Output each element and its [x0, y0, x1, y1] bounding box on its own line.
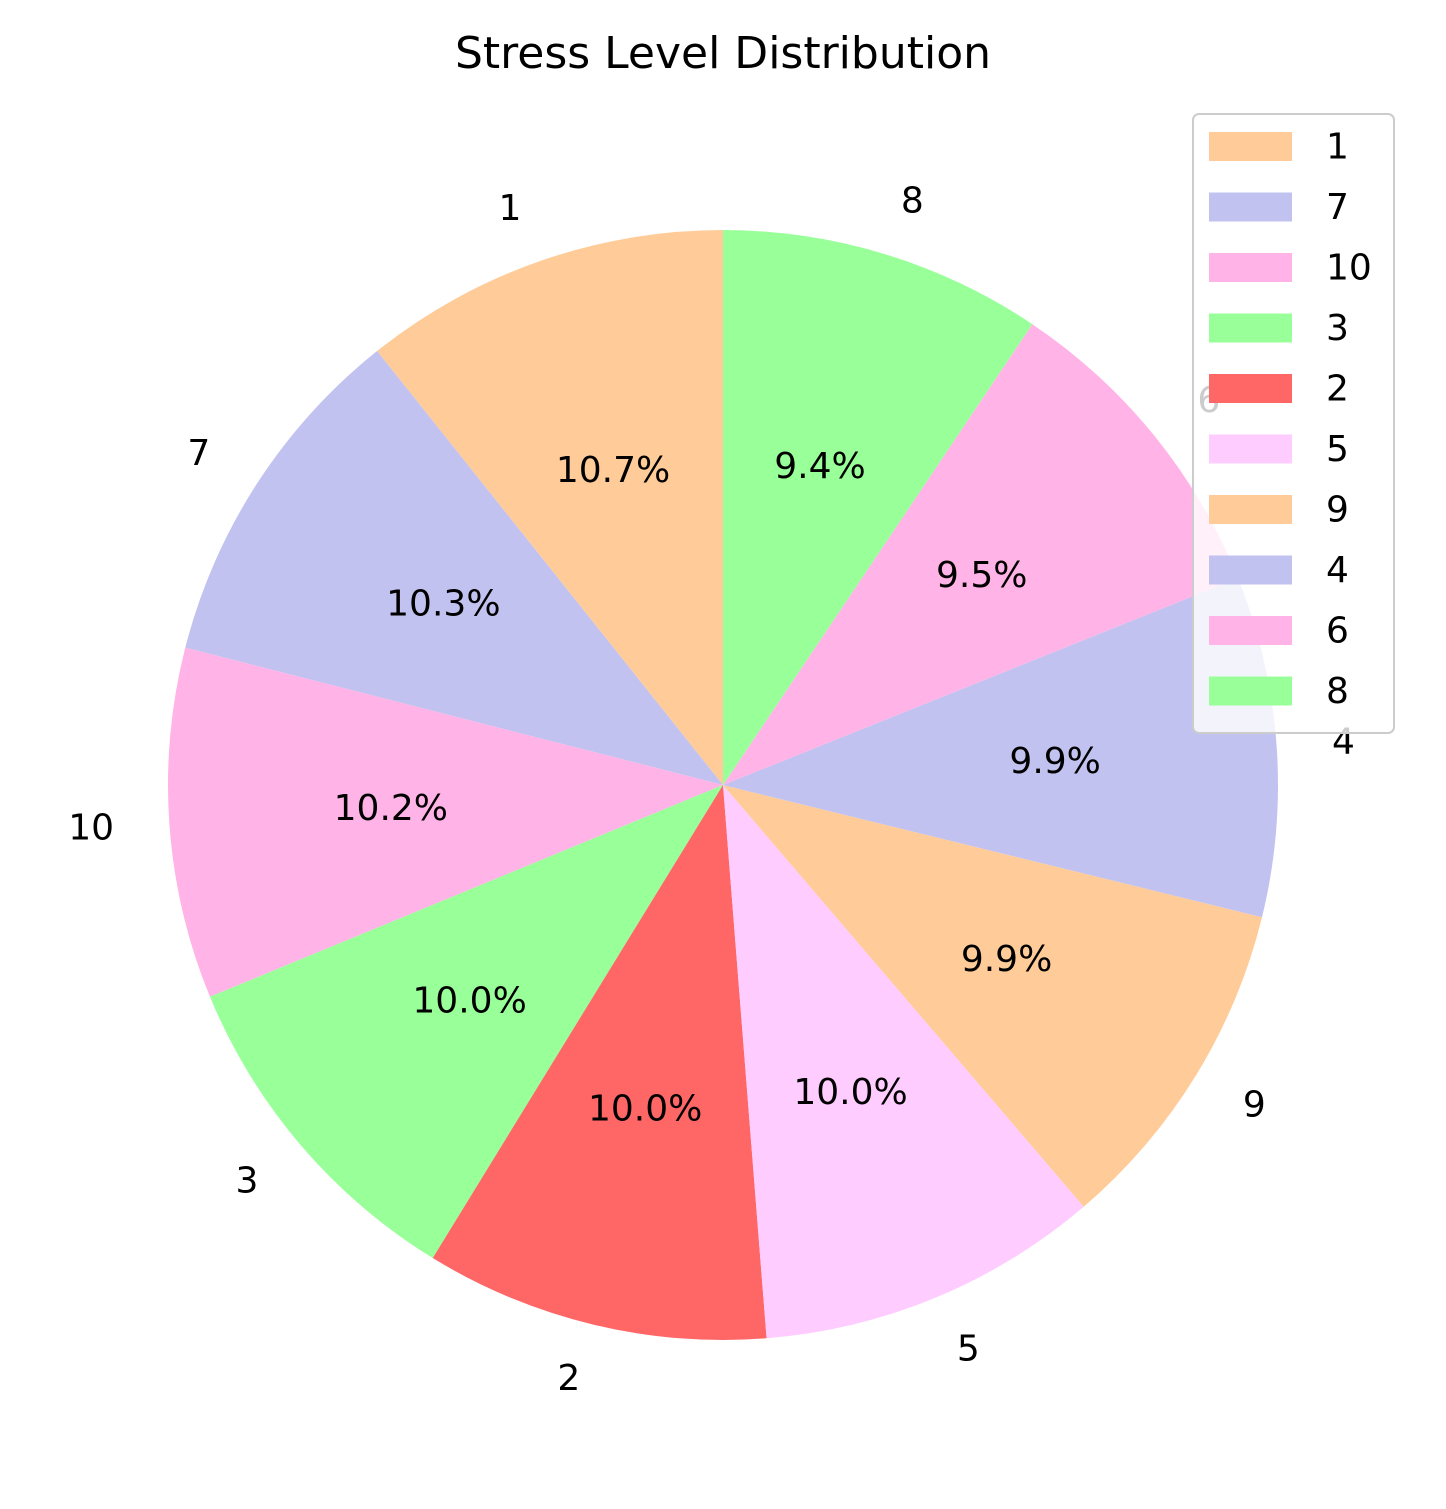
legend-swatch-7: [1209, 192, 1292, 222]
pie-slice-10: [168, 647, 724, 997]
legend-swatch-9: [1209, 495, 1292, 524]
pie-slice-8: [723, 230, 1033, 785]
slice-label-8: 8: [901, 180, 924, 221]
legend-label-6: 6: [1326, 611, 1349, 652]
legend-label-4: 4: [1326, 550, 1349, 591]
legend-swatch-1: [1209, 132, 1292, 161]
legend-label-1: 1: [1326, 127, 1349, 168]
pie-slice-4: [723, 578, 1278, 918]
legend-label-2: 2: [1326, 369, 1349, 410]
slice-label-3: 3: [236, 1161, 259, 1202]
slice-percent-2: 10.0%: [588, 1088, 702, 1129]
pie-slice-1: [377, 230, 723, 785]
chart-title: Stress Level Distribution: [455, 28, 991, 79]
slice-label-5: 5: [957, 1328, 980, 1369]
pie-slice-5: [723, 785, 1084, 1339]
pie-slice-3: [209, 785, 723, 1259]
legend-swatch-5: [1209, 434, 1292, 464]
slice-percent-7: 10.3%: [386, 584, 500, 625]
slice-percent-1: 10.7%: [556, 450, 670, 491]
slice-percent-labels: 10.7% 10.3% 10.2% 10.0% 10.0% 10.0% 9.9% 9.9% 9.…: [334, 446, 1101, 1129]
slice-percent-6: 9.5%: [936, 555, 1027, 596]
legend-label-9: 9: [1326, 490, 1349, 531]
pie-slice-9: [723, 785, 1263, 1207]
slice-label-2: 2: [557, 1358, 580, 1399]
legend-label-8: 8: [1326, 671, 1349, 712]
pie-slice-6: [723, 324, 1238, 785]
pie-slices: [168, 230, 1278, 1340]
slice-percent-9: 9.9%: [961, 939, 1052, 980]
legend-swatch-8: [1209, 676, 1292, 706]
slice-label-9: 9: [1243, 1085, 1266, 1126]
legend-swatch-3: [1209, 313, 1292, 343]
slice-percent-5: 10.0%: [793, 1072, 907, 1113]
slice-label-10: 10: [68, 808, 114, 849]
pie-slice-2: [432, 785, 767, 1340]
slice-percent-4: 9.9%: [1009, 741, 1100, 782]
slice-label-1: 1: [499, 188, 522, 229]
pie-slice-7: [185, 351, 723, 785]
legend-swatch-6: [1209, 616, 1292, 645]
slice-label-7: 7: [187, 433, 210, 474]
legend-label-10: 10: [1326, 248, 1372, 289]
legend-swatch-2: [1209, 374, 1292, 403]
slice-percent-3: 10.0%: [412, 981, 526, 1022]
legend-swatch-10: [1209, 253, 1292, 282]
slice-percent-10: 10.2%: [334, 788, 448, 829]
legend-swatch-4: [1209, 555, 1292, 585]
legend-label-5: 5: [1326, 429, 1349, 470]
legend-label-7: 7: [1326, 187, 1349, 228]
legend-label-3: 3: [1326, 308, 1349, 349]
slice-percent-8: 9.4%: [774, 446, 865, 487]
